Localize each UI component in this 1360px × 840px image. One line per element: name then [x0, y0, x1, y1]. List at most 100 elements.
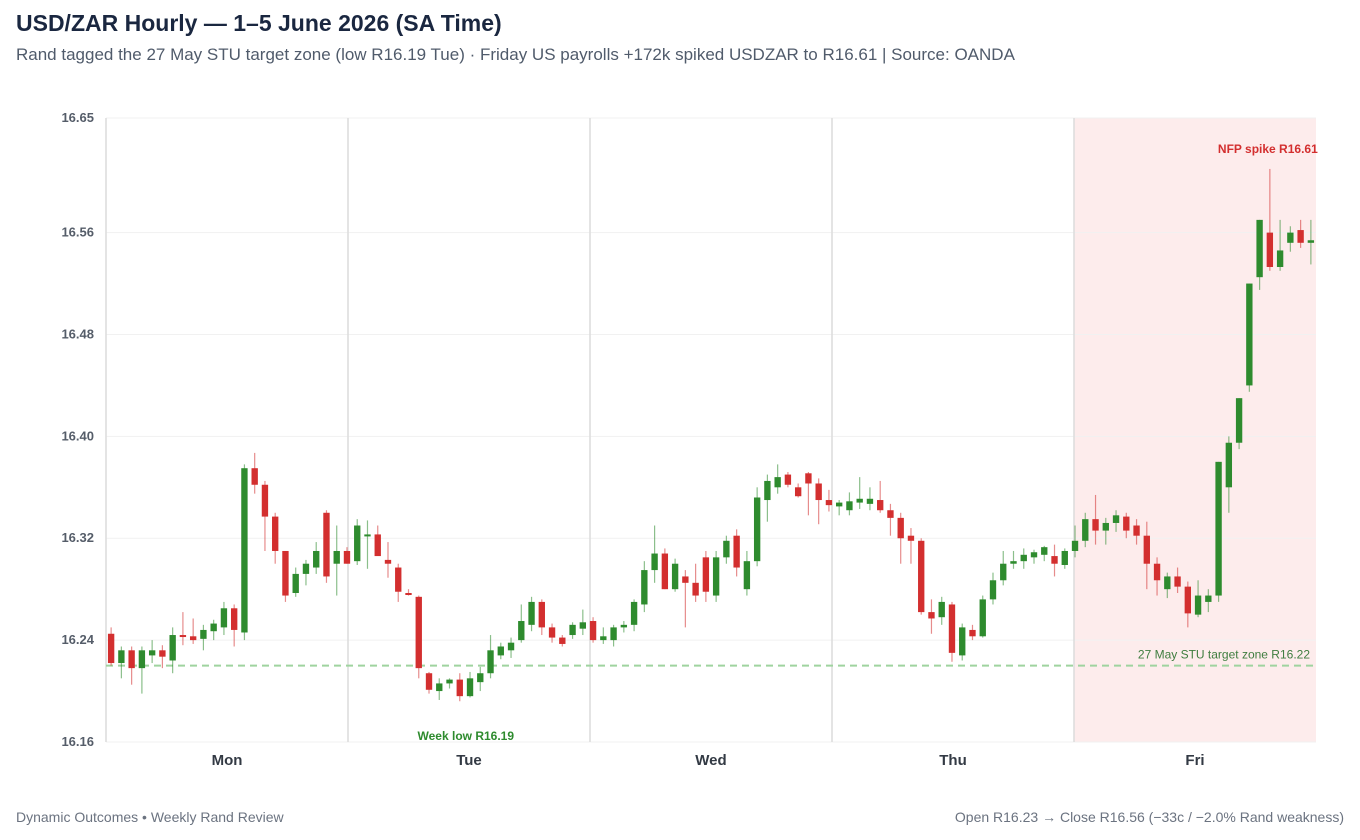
candle-body: [107, 633, 115, 664]
candle-body: [1266, 232, 1274, 267]
candle: [272, 512, 279, 564]
y-tick-label: 16.16: [61, 734, 94, 749]
y-tick-label: 16.32: [61, 530, 94, 545]
candle-body: [835, 502, 843, 507]
candle-body: [384, 559, 392, 564]
x-tick-label: Mon: [212, 752, 243, 769]
candle: [1174, 567, 1181, 594]
candle: [456, 673, 463, 702]
candle: [261, 480, 269, 551]
y-tick-label: 16.40: [61, 428, 94, 443]
candle: [815, 478, 822, 525]
candle-body: [1112, 515, 1120, 523]
candle-body: [589, 621, 597, 641]
candle: [835, 500, 843, 516]
candle-body: [128, 650, 135, 669]
candle-body: [1205, 595, 1212, 602]
candle: [1133, 519, 1140, 545]
candle: [538, 599, 545, 636]
candle-body: [1256, 219, 1263, 278]
candle-body: [210, 623, 217, 632]
candle-body: [712, 557, 720, 596]
candle-body: [343, 550, 351, 564]
candle: [395, 563, 402, 602]
candle: [220, 601, 228, 636]
candle-body: [630, 601, 638, 625]
candle-body: [118, 650, 125, 664]
candle: [251, 452, 258, 494]
candle-body: [702, 557, 710, 592]
candle: [354, 519, 361, 565]
candle-body: [1092, 519, 1099, 531]
candle-body: [1133, 525, 1140, 536]
nfp-spike-label: NFP spike R16.61: [1218, 142, 1318, 156]
candle: [569, 622, 576, 639]
y-tick-label: 16.48: [61, 326, 94, 341]
candle-body: [856, 498, 863, 503]
candle-body: [548, 627, 556, 638]
candle-body: [1164, 576, 1171, 590]
candle: [466, 671, 474, 698]
candle: [436, 678, 443, 700]
candle: [1276, 219, 1284, 271]
candle-body: [1287, 232, 1294, 243]
candle-body: [1082, 519, 1089, 541]
candle: [661, 548, 669, 590]
candle-body: [887, 510, 894, 518]
candle: [487, 635, 494, 679]
candle: [753, 487, 761, 567]
candle-body: [948, 604, 956, 653]
candle: [887, 503, 894, 536]
candle-body: [928, 612, 935, 619]
candle-body: [579, 622, 587, 629]
candle-body: [1030, 552, 1038, 558]
candle: [1287, 226, 1294, 252]
candle: [548, 623, 556, 643]
candle: [1071, 525, 1079, 558]
x-tick-label: Wed: [695, 752, 726, 769]
candle-body: [1020, 554, 1027, 562]
week-low-label: Week low R16.19: [418, 729, 515, 743]
candle: [907, 528, 915, 564]
candle: [364, 520, 371, 569]
candle-body: [159, 650, 166, 657]
candle: [1010, 550, 1017, 569]
candle-body: [528, 601, 535, 625]
candle-body: [1225, 442, 1233, 488]
candle-body: [989, 580, 997, 600]
candle: [1000, 550, 1007, 586]
candle: [1297, 219, 1304, 248]
candle: [897, 512, 904, 564]
candle: [477, 666, 484, 692]
candle-body: [784, 474, 792, 485]
candle-body: [1041, 547, 1048, 555]
candle-body: [877, 500, 884, 511]
candle: [1184, 581, 1192, 628]
candle-body: [774, 477, 781, 488]
candle-body: [518, 621, 525, 641]
candle: [1082, 512, 1089, 548]
candle-body: [1010, 561, 1017, 564]
candle-body: [507, 642, 515, 651]
candle-body: [620, 624, 628, 628]
footer-source: Dynamic Outcomes • Weekly Rand Review: [16, 809, 284, 825]
candle: [282, 550, 289, 602]
candle: [107, 627, 115, 666]
candle: [415, 595, 422, 679]
candle: [1225, 436, 1233, 513]
candle: [1153, 557, 1161, 596]
candle: [405, 589, 412, 596]
candle-body: [415, 596, 422, 669]
candle: [959, 623, 966, 661]
x-tick-label: Tue: [456, 752, 482, 769]
candle: [374, 525, 381, 557]
candle-body: [692, 582, 699, 596]
candle-body: [1184, 586, 1192, 614]
candle-body: [169, 635, 176, 661]
candle: [302, 559, 310, 586]
candle-body: [764, 480, 771, 501]
candle: [928, 599, 935, 634]
candle: [230, 604, 238, 647]
x-tick-label: Fri: [1185, 752, 1204, 769]
candle: [671, 558, 679, 592]
